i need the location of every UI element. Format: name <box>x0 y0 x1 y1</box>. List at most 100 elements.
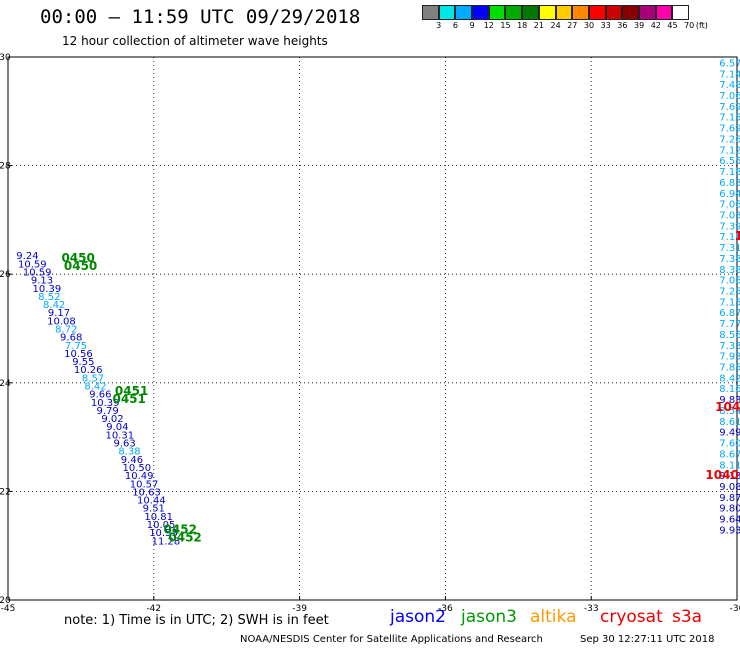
swh-value-label: 7.12 <box>719 145 740 156</box>
swh-value-label: 7.33 <box>719 341 740 352</box>
color-swatch <box>622 5 639 20</box>
swh-value-label: 9.68 <box>60 333 82 344</box>
x-tick-label: -39 <box>292 604 307 614</box>
swh-value-label: 9.55 <box>72 357 94 368</box>
swh-value-label: 10.44 <box>137 496 166 507</box>
swh-value-label: 7.18 <box>719 232 740 243</box>
swh-value-label: 8.56 <box>719 330 740 341</box>
swh-value-label: 7.26 <box>719 134 740 145</box>
swh-value-label: 7.39 <box>719 221 740 232</box>
color-legend-bar <box>422 5 689 22</box>
page-title: 00:00 – 11:59 UTC 09/29/2018 <box>40 6 361 28</box>
swh-value-label: 7.75 <box>65 341 87 352</box>
y-tick-label: 28 <box>0 162 11 172</box>
swh-value-label: 10.59 <box>23 267 52 278</box>
swh-value-label: 9.83 <box>719 395 740 406</box>
swh-value-label: 7.60 <box>719 439 740 450</box>
swh-value-label: 6.94 <box>719 189 740 200</box>
swh-value-label: 9.17 <box>48 308 70 319</box>
swh-value-label: 9.08 <box>719 482 740 493</box>
swh-value-label: 9.13 <box>31 276 53 287</box>
swh-value-label: 8.42 <box>43 300 65 311</box>
swh-value-label: 10.53 <box>149 528 178 539</box>
swh-value-label: 7.18 <box>719 167 740 178</box>
swh-value-label: 9.46 <box>121 455 143 466</box>
swh-value-label: 10.49 <box>125 471 154 482</box>
y-tick-label: 24 <box>0 379 11 389</box>
swh-value-label: 8.67 <box>719 449 740 460</box>
swh-value-label: 6.87 <box>719 308 740 319</box>
swh-value-label: 10.50 <box>122 463 151 474</box>
x-tick-label: -45 <box>1 604 16 614</box>
color-swatch <box>455 5 473 20</box>
swh-value-label: 10.56 <box>64 349 93 360</box>
color-swatch <box>522 5 539 20</box>
color-legend-label: 42 <box>650 21 661 30</box>
swh-value-label: 10.08 <box>47 316 76 327</box>
swh-value-label: 9.49 <box>719 428 740 439</box>
swh-value-label: 6.57 <box>719 58 740 69</box>
pass-time-label: 1 <box>735 229 740 243</box>
plot-frame <box>7 56 738 601</box>
x-tick-label: -30 <box>730 604 740 614</box>
swh-value-label: 10.26 <box>74 365 103 376</box>
swh-value-label: 7.15 <box>719 297 740 308</box>
satellite-legend-cryosat: cryosat <box>600 607 663 627</box>
swh-value-label: 7.48 <box>719 80 740 91</box>
swh-value-label: 10.39 <box>33 284 62 295</box>
swh-value-label: 8.52 <box>38 292 60 303</box>
pass-time-label: 1040 <box>705 468 738 482</box>
x-tick-label: -36 <box>438 604 453 614</box>
pass-time-label: 0450 <box>64 259 97 273</box>
swh-value-label: 8.16 <box>719 384 740 395</box>
swh-value-label: 8.38 <box>719 265 740 276</box>
swh-value-label: 8.42 <box>84 382 106 393</box>
swh-value-label: 7.06 <box>719 200 740 211</box>
swh-value-label: 7.06 <box>719 276 740 287</box>
swh-value-label: 10.05 <box>147 520 176 531</box>
y-tick-label: 26 <box>0 270 11 280</box>
swh-value-label: 10.59 <box>18 259 47 270</box>
color-legend-label: 70 <box>684 21 695 30</box>
color-swatch <box>572 5 589 20</box>
footer-note: note: 1) Time is in UTC; 2) SWH is in fe… <box>64 613 329 628</box>
x-tick-label: -42 <box>146 604 161 614</box>
swh-value-label: 7.69 <box>719 102 740 113</box>
swh-value-label: 8.57 <box>82 373 104 384</box>
color-swatch <box>605 5 623 20</box>
swh-value-label: 6.55 <box>719 156 740 167</box>
swh-value-label: 9.63 <box>114 439 136 450</box>
pass-time-label: 1040 <box>715 400 740 414</box>
color-swatch <box>555 5 573 20</box>
pass-time-label: 0451 <box>112 392 145 406</box>
color-legend-label: 18 <box>517 21 528 30</box>
swh-value-label: 9.87 <box>719 493 740 504</box>
swh-value-label: 7.93 <box>719 352 740 363</box>
x-tick-label: -33 <box>584 604 599 614</box>
y-tick-label: 20 <box>0 596 11 606</box>
color-swatch <box>438 5 456 20</box>
pass-time-label: 0450 <box>61 251 94 265</box>
color-swatch <box>422 5 439 20</box>
swh-value-label: 9.80 <box>719 504 740 515</box>
pass-time-label: 0451 <box>115 384 148 398</box>
footer-credit: NOAA/NESDIS Center for Satellite Applica… <box>240 634 543 645</box>
swh-value-label: 9.51 <box>143 504 165 515</box>
y-tick-label: 22 <box>0 487 11 497</box>
swh-value-label: 9.04 <box>106 422 128 433</box>
color-legend-label: 9 <box>469 21 475 30</box>
footer-timestamp: Sep 30 12:27:11 UTC 2018 <box>580 634 715 645</box>
swh-value-label: 10.63 <box>132 487 161 498</box>
color-swatch <box>538 5 556 20</box>
swh-value-label: 9.13 <box>719 471 740 482</box>
color-legend-label: 39 <box>634 21 645 30</box>
swh-value-label: 8.54 <box>719 406 740 417</box>
color-legend-label: 21 <box>533 21 544 30</box>
color-legend-label: 6 <box>452 21 458 30</box>
satellite-legend-altika: altika <box>530 607 577 627</box>
color-legend-label: 36 <box>617 21 628 30</box>
swh-value-label: 7.14 <box>719 69 740 80</box>
swh-value-label: 8.72 <box>55 325 77 336</box>
color-swatch <box>655 5 673 20</box>
